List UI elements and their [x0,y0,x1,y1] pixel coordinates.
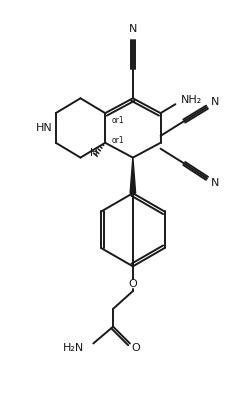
Text: NH₂: NH₂ [181,95,203,105]
Text: H₂N: H₂N [63,344,84,353]
Text: O: O [129,279,137,289]
Text: O: O [132,344,140,353]
Text: or1: or1 [111,116,124,125]
Text: N: N [211,178,219,188]
Text: HN: HN [36,123,52,133]
Text: H: H [90,148,97,158]
Text: N: N [211,97,219,107]
Polygon shape [130,158,136,193]
Text: N: N [129,24,137,34]
Text: or1: or1 [111,136,124,145]
